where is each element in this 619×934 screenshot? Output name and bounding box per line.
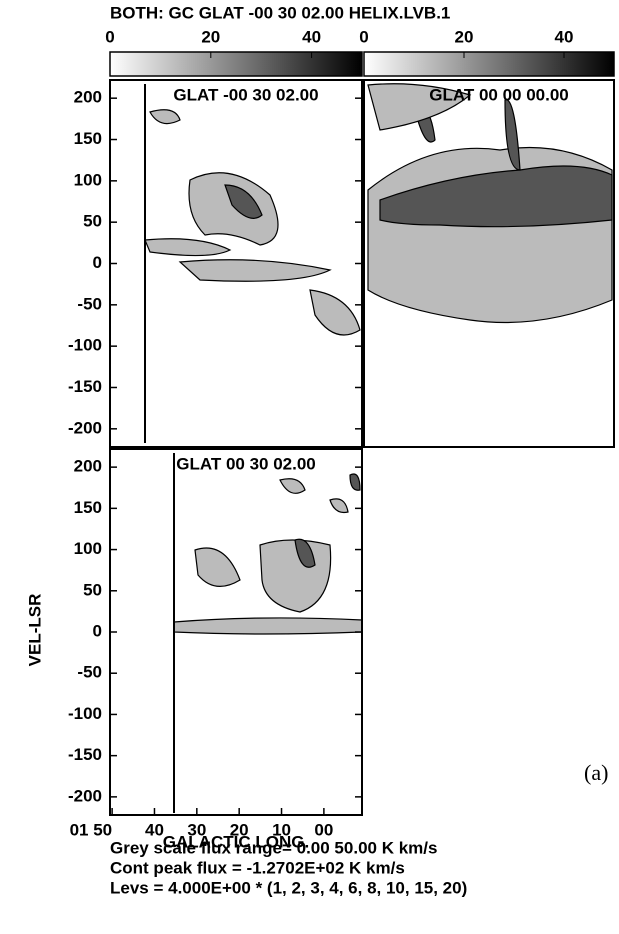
y-tick-label: -50 [77, 294, 102, 313]
y-tick-label: 150 [74, 498, 102, 517]
y-tick-label: -100 [68, 336, 102, 355]
x-tick-label: 00 [314, 820, 333, 839]
colorbar [110, 52, 362, 76]
y-tick-label: -150 [68, 377, 102, 396]
y-tick-label: -150 [68, 745, 102, 764]
x-tick-label: 40 [145, 820, 164, 839]
y-tick-label: 100 [74, 170, 102, 189]
y-tick-label: -200 [68, 786, 102, 805]
y-tick-label: 100 [74, 539, 102, 558]
y-tick-label: 50 [83, 212, 102, 231]
colorbar [364, 52, 614, 76]
contours [145, 84, 612, 634]
y-tick-label: 0 [93, 621, 102, 640]
y-tick-label: 200 [74, 457, 102, 476]
colorbar-tick-label: 20 [201, 27, 220, 46]
panel-label: GLAT -00 30 02.00 [173, 85, 318, 104]
footer-line: Cont peak flux = -1.2702E+02 K km/s [110, 858, 405, 877]
y-tick-label: -100 [68, 704, 102, 723]
x-tick-label: 01 50 [70, 820, 113, 839]
x-axis-label: GALACTIC LONG. [163, 832, 309, 851]
colorbar-tick-label: 40 [302, 27, 321, 46]
footer-line: Levs = 4.000E+00 * (1, 2, 3, 4, 6, 8, 10… [110, 878, 467, 897]
panel-label: GLAT 00 30 02.00 [176, 454, 316, 473]
panel-label: GLAT 00 00 00.00 [429, 85, 569, 104]
y-tick-label: -200 [68, 418, 102, 437]
colorbar-tick-label: 0 [359, 27, 368, 46]
y-tick-label: 200 [74, 88, 102, 107]
y-tick-label: 150 [74, 129, 102, 148]
y-tick-label: -50 [77, 663, 102, 682]
colorbar-tick-label: 0 [105, 27, 114, 46]
figure-label: (a) [584, 760, 608, 785]
y-tick-label: 0 [93, 253, 102, 272]
y-axis-label: VEL-LSR [25, 594, 44, 667]
colorbar-tick-label: 20 [455, 27, 474, 46]
colorbar-tick-label: 40 [555, 27, 574, 46]
title: BOTH: GC GLAT -00 30 02.00 HELIX.LVB.1 [110, 3, 450, 22]
y-tick-label: 50 [83, 580, 102, 599]
figure: BOTH: GC GLAT -00 30 02.00 HELIX.LVB.1 V… [0, 0, 619, 934]
